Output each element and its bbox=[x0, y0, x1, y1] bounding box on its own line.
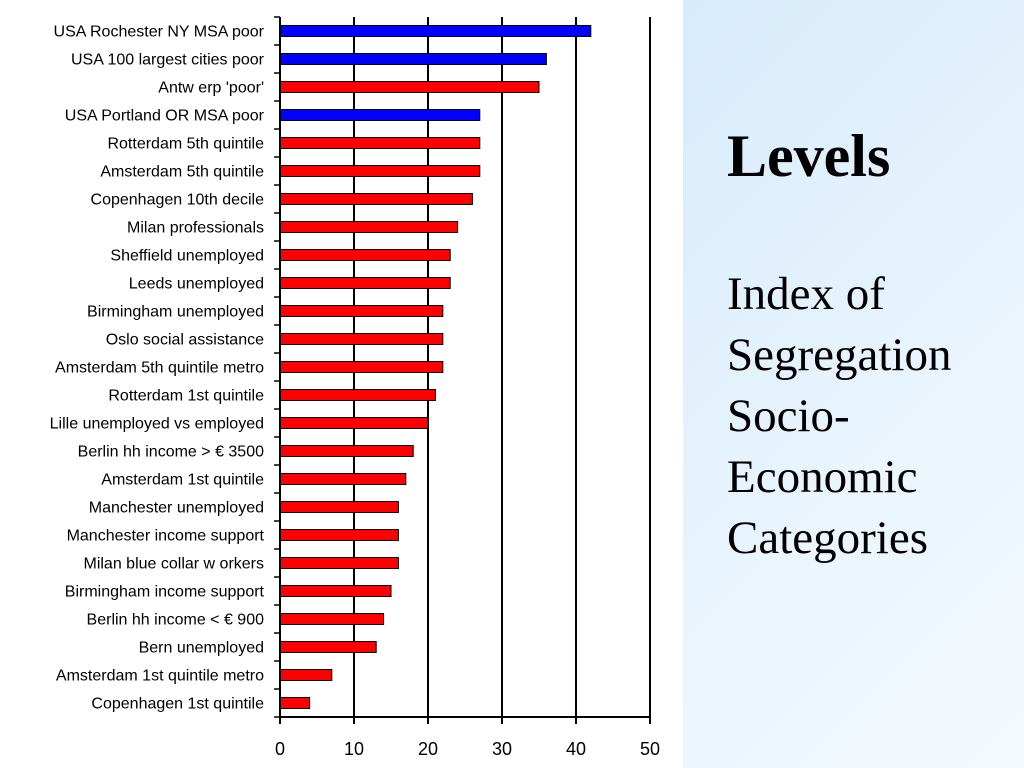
category-label: Birmingham income support bbox=[65, 584, 265, 601]
category-label: Copenhagen 10th decile bbox=[91, 192, 265, 209]
bar bbox=[279, 361, 444, 373]
category-label: Milan professionals bbox=[127, 220, 264, 237]
bar bbox=[279, 137, 481, 149]
bar bbox=[279, 389, 436, 401]
category-label: Manchester income support bbox=[67, 528, 265, 545]
category-label: USA Rochester NY MSA poor bbox=[54, 24, 265, 41]
category-label: Amsterdam 1st quintile metro bbox=[56, 668, 264, 685]
bar bbox=[279, 25, 592, 37]
x-tick-label: 50 bbox=[640, 739, 660, 759]
x-tick-label: 0 bbox=[275, 739, 285, 759]
category-label: Amsterdam 5th quintile bbox=[100, 164, 264, 181]
category-label: Sheffield unemployed bbox=[110, 248, 264, 265]
chart-panel: USA Rochester NY MSA poor USA 100 largest… bbox=[49, 16, 661, 759]
bar bbox=[279, 305, 444, 317]
category-label: Lille unemployed vs employed bbox=[50, 416, 264, 433]
category-label: Oslo social assistance bbox=[106, 332, 264, 349]
category-label: Copenhagen 1st quintile bbox=[91, 696, 264, 713]
x-tick-label: 20 bbox=[418, 739, 438, 759]
bar bbox=[279, 109, 481, 121]
category-label: Antw erp 'poor' bbox=[158, 80, 264, 97]
category-label: Milan blue collar w orkers bbox=[83, 556, 264, 573]
category-label: USA Portland OR MSA poor bbox=[65, 108, 265, 125]
category-label: Rotterdam 1st quintile bbox=[108, 388, 264, 405]
x-tick-label: 40 bbox=[566, 739, 586, 759]
slide-subtitle: Index of Segregation Socio- Economic Cat… bbox=[727, 264, 1017, 569]
bar bbox=[279, 277, 451, 289]
bar bbox=[279, 557, 399, 569]
bar bbox=[279, 417, 429, 429]
category-label: Leeds unemployed bbox=[129, 276, 264, 293]
bar bbox=[279, 641, 377, 653]
bar bbox=[279, 221, 459, 233]
bar bbox=[279, 165, 481, 177]
bar bbox=[279, 445, 414, 457]
category-label: Amsterdam 5th quintile metro bbox=[55, 360, 264, 377]
category-label: Birmingham unemployed bbox=[87, 304, 264, 321]
category-label: Amsterdam 1st quintile bbox=[101, 472, 264, 489]
category-label: Berlin hh income > € 3500 bbox=[78, 444, 264, 461]
bar bbox=[279, 473, 407, 485]
bar bbox=[279, 585, 392, 597]
subtitle-line: Index of bbox=[727, 268, 885, 320]
bar bbox=[279, 193, 473, 205]
bar-chart: USA Rochester NY MSA poor USA 100 largest… bbox=[50, 16, 660, 759]
side-panel: Levels Index of Segregation Socio- Econo… bbox=[683, 0, 1024, 768]
subtitle-line: Socio- bbox=[727, 390, 850, 442]
subtitle-line: Segregation bbox=[727, 329, 952, 381]
bar bbox=[279, 669, 333, 681]
bar bbox=[279, 81, 540, 93]
category-label: Manchester unemployed bbox=[89, 500, 264, 517]
category-label: Bern unemployed bbox=[139, 640, 264, 657]
bar bbox=[279, 613, 385, 625]
category-label: Berlin hh income < € 900 bbox=[87, 612, 265, 629]
bar bbox=[279, 529, 399, 541]
category-label: USA 100 largest cities poor bbox=[71, 52, 265, 69]
bar bbox=[279, 333, 444, 345]
bar bbox=[279, 249, 451, 261]
slide-title: Levels bbox=[727, 123, 891, 189]
bar bbox=[279, 697, 311, 709]
bar bbox=[279, 501, 399, 513]
x-tick-label: 30 bbox=[492, 739, 512, 759]
subtitle-line: Economic bbox=[727, 451, 918, 503]
x-tick-label: 10 bbox=[344, 739, 364, 759]
category-label: Rotterdam 5th quintile bbox=[107, 136, 264, 153]
bar bbox=[279, 53, 547, 65]
subtitle-line: Categories bbox=[727, 512, 928, 564]
